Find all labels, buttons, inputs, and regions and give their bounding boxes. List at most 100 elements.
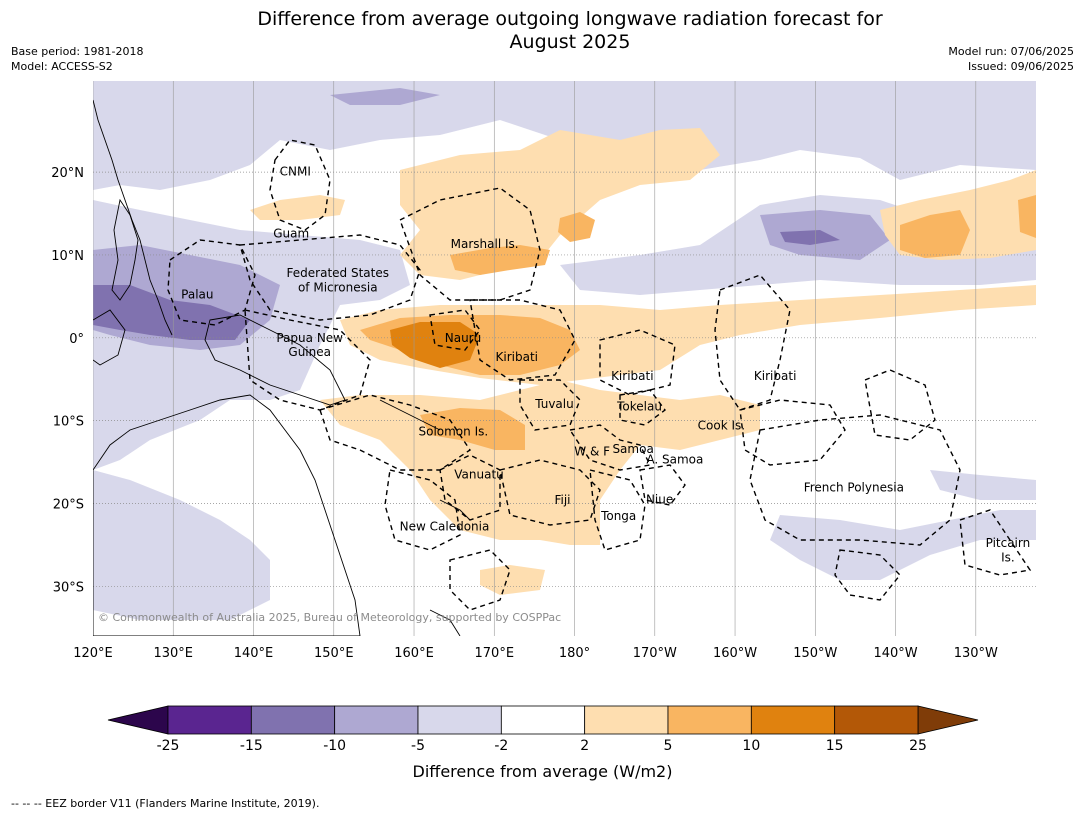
- colorbar-under-arrow: [107, 705, 169, 735]
- coastline-solomon: [379, 399, 441, 431]
- anomaly-east-south: [930, 470, 1036, 500]
- longitude-tick-label: 130°W: [954, 646, 998, 661]
- longitude-tick-label: 170°W: [633, 646, 677, 661]
- place-label: New Caledonia: [400, 520, 490, 534]
- latitude-tick-label: 0°: [69, 332, 84, 347]
- anomaly-east-strong: [780, 230, 840, 245]
- colorbar-cell: [500, 705, 586, 735]
- footer-note: -- -- -- EEZ border V11 (Flanders Marine…: [11, 797, 320, 810]
- colorbar-over-arrow: [917, 705, 979, 735]
- anomaly-north-spot: [558, 212, 595, 242]
- coastline-australia: [93, 394, 361, 636]
- eez-niue: [639, 464, 686, 506]
- longitude-tick-label: 160°W: [713, 646, 757, 661]
- place-label: Kiribati: [611, 369, 653, 383]
- latitude-labels: 20°N 10°N 0° 10°S 20°S 30°S: [51, 166, 84, 595]
- place-label: CNMI: [280, 164, 311, 178]
- longitude-tick-label: 120°E: [73, 646, 113, 661]
- place-label: Solomon Is.: [418, 424, 488, 438]
- place-label: Fiji: [554, 493, 570, 507]
- place-label: Nauru: [445, 331, 481, 345]
- eez-wallis-samoa: [568, 424, 652, 471]
- longitude-labels: 120°E 130°E 140°E 150°E 160°E 170°E 180° 170°W 1…: [73, 646, 998, 661]
- anomaly-palau-strong: [93, 285, 250, 340]
- eez-french-polynesia: [749, 414, 961, 546]
- eez-kiribati-line: [714, 274, 791, 411]
- eez-fiji: [499, 459, 601, 526]
- place-label: of Micronesia: [298, 280, 378, 294]
- meta-right: Model run: 07/06/2025 Issued: 09/06/2025: [948, 44, 1074, 74]
- place-label: Kiribati: [496, 350, 538, 364]
- place-label: Cook Is.: [698, 419, 745, 433]
- anomaly-guam: [250, 195, 345, 220]
- eez-pitcairn: [959, 509, 1032, 576]
- eez-tuvalu: [519, 379, 581, 431]
- longitude-tick-label: 150°E: [314, 646, 354, 661]
- place-label: Tonga: [600, 509, 636, 523]
- latitude-tick-label: 20°S: [53, 497, 84, 512]
- anomaly-north-mid: [330, 88, 440, 105]
- anomaly-nauru-strong: [390, 322, 480, 368]
- anomaly-east-mid-hot: [900, 210, 970, 258]
- eez-nz-north: [449, 549, 511, 611]
- longitude-tick-label: 160°E: [394, 646, 434, 661]
- place-label: Tuvalu: [534, 397, 574, 411]
- colorbar-tick-label: 10: [742, 738, 760, 754]
- latitude-tick-label: 10°N: [51, 249, 84, 264]
- coastline-philippines: [111, 198, 139, 301]
- coastline-new-zealand: [429, 609, 461, 636]
- eez-tonga: [589, 469, 646, 551]
- longitude-tick-label: 170°E: [475, 646, 515, 661]
- map-title-line2: August 2025: [509, 31, 631, 53]
- latitude-tick-label: 20°N: [51, 166, 84, 181]
- latitude-tick-label: 30°S: [53, 580, 84, 595]
- eez-png: [244, 309, 371, 411]
- latitude-tick-label: 10°S: [53, 415, 84, 430]
- place-label: Kiribati: [754, 369, 796, 383]
- colorbar-tick-label: -5: [411, 738, 425, 754]
- colorbar-cell: [584, 705, 669, 735]
- eez-solomon: [319, 394, 471, 471]
- place-label: Pitcairn: [986, 536, 1031, 550]
- colorbar-tick-label: -10: [323, 738, 346, 754]
- place-label: Guinea: [288, 345, 331, 359]
- place-label: French Polynesia: [804, 481, 904, 495]
- base-period: Base period: 1981-2018: [11, 45, 144, 58]
- coastline-new-caledonia: [439, 499, 471, 521]
- eez-marshall: [399, 187, 541, 301]
- anomaly-north-subtropics: [400, 128, 720, 280]
- colorbar-tick-label: -2: [494, 738, 508, 754]
- coastlines: [93, 99, 471, 636]
- colorbar-tick-label: 5: [664, 738, 673, 754]
- eez-kiribati-phoenix: [599, 329, 676, 396]
- place-label: Samoa: [612, 442, 653, 456]
- colorbar-cell: [417, 705, 502, 735]
- anomaly-southwest: [93, 470, 270, 620]
- eez-borders: [167, 139, 1032, 611]
- anomaly-east-edge-hot: [1018, 195, 1036, 238]
- colorbar-tick-label: 2: [580, 738, 589, 754]
- coastline-new-guinea: [204, 314, 346, 406]
- colorbar-cell: [167, 705, 252, 735]
- place-label: A. Samoa: [646, 453, 703, 467]
- eez-kermadec: [834, 549, 901, 601]
- eez-tokelau: [619, 389, 666, 426]
- place-label: Niue: [646, 492, 673, 506]
- model-name: Model: ACCESS-S2: [11, 60, 113, 73]
- place-label: Marshall Is.: [451, 237, 519, 251]
- colorbar-cell: [750, 705, 836, 735]
- longitude-tick-label: 140°W: [873, 646, 917, 661]
- longitude-tick-label: 150°W: [793, 646, 837, 661]
- anomaly-southeast: [770, 510, 1036, 580]
- colorbar-tick-label: -15: [240, 738, 263, 754]
- map-gridlines: [93, 81, 1036, 636]
- place-label: Vanuatu: [454, 467, 504, 481]
- colorbar-cell: [334, 705, 419, 735]
- map-panel: © Commonwealth of Australia 2025, Bureau…: [93, 81, 1036, 636]
- longitude-tick-label: 130°E: [153, 646, 193, 661]
- eez-fsm: [239, 234, 421, 321]
- place-label: Tokelau: [616, 400, 662, 414]
- map-title-line1: Difference from average outgoing longwav…: [257, 8, 883, 30]
